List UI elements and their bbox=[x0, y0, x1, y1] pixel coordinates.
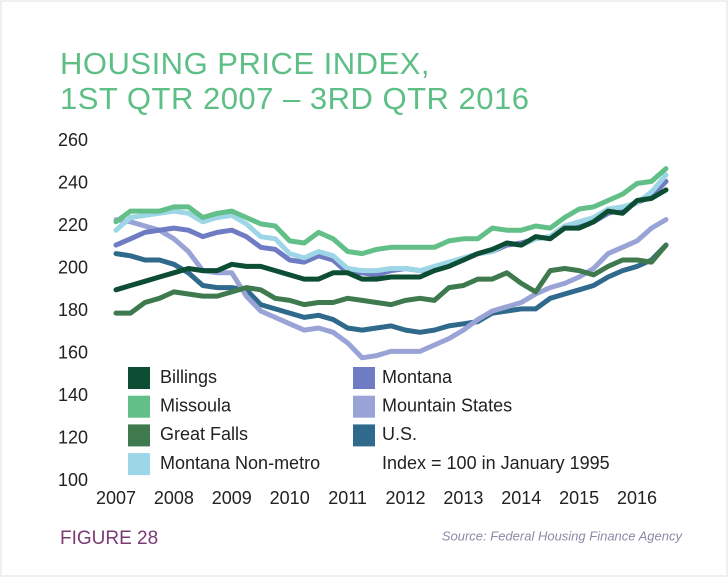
y-tick-label: 160 bbox=[58, 342, 88, 362]
series-line bbox=[113, 172, 669, 274]
x-tick-label: 2009 bbox=[212, 488, 252, 508]
x-tick-label: 2012 bbox=[385, 488, 425, 508]
legend-swatch bbox=[353, 424, 375, 447]
x-tick-label: 2016 bbox=[617, 488, 657, 508]
legend-label: Mountain States bbox=[382, 395, 512, 415]
x-tick-label: 2011 bbox=[328, 488, 367, 508]
y-tick-label: 200 bbox=[58, 257, 88, 277]
legend-swatch bbox=[353, 367, 375, 389]
series-line bbox=[113, 242, 669, 316]
x-tick-label: 2008 bbox=[154, 488, 194, 508]
legend-swatch bbox=[128, 453, 150, 476]
annotation: Index = 100 in January 1995 bbox=[382, 453, 610, 473]
x-tick-label: 2013 bbox=[443, 488, 483, 508]
legend-label: Great Falls bbox=[160, 424, 248, 444]
x-tick-label: 2014 bbox=[501, 488, 541, 508]
y-tick-label: 260 bbox=[58, 130, 88, 150]
legend-label: U.S. bbox=[382, 424, 417, 444]
chart-title: 1ST QTR 2007 – 3RD QTR 2016 bbox=[60, 81, 530, 116]
legend-label: Missoula bbox=[160, 395, 232, 415]
series-line bbox=[113, 166, 669, 257]
legend-swatch bbox=[128, 395, 150, 418]
x-tick-label: 2015 bbox=[559, 488, 599, 508]
y-tick-label: 140 bbox=[58, 385, 88, 405]
legend-label: Montana Non-metro bbox=[160, 453, 320, 473]
y-tick-label: 240 bbox=[58, 172, 88, 192]
y-tick-label: 220 bbox=[58, 215, 88, 235]
legend-swatch bbox=[353, 395, 375, 418]
chart-title: HOUSING PRICE INDEX, bbox=[60, 46, 430, 81]
x-tick-label: 2007 bbox=[96, 488, 136, 508]
legend-swatch bbox=[128, 367, 150, 389]
source: Source: Federal Housing Finance Agency bbox=[442, 528, 684, 543]
y-tick-label: 180 bbox=[58, 300, 88, 320]
legend-swatch bbox=[128, 424, 150, 447]
series-line bbox=[113, 187, 669, 293]
legend-label: Billings bbox=[160, 367, 217, 387]
x-tick-label: 2010 bbox=[270, 488, 310, 508]
legend-label: Montana bbox=[382, 367, 453, 387]
y-tick-label: 100 bbox=[58, 470, 88, 490]
series-line bbox=[113, 242, 669, 335]
y-tick-label: 120 bbox=[58, 427, 88, 447]
figure-label: FIGURE 28 bbox=[60, 528, 158, 549]
